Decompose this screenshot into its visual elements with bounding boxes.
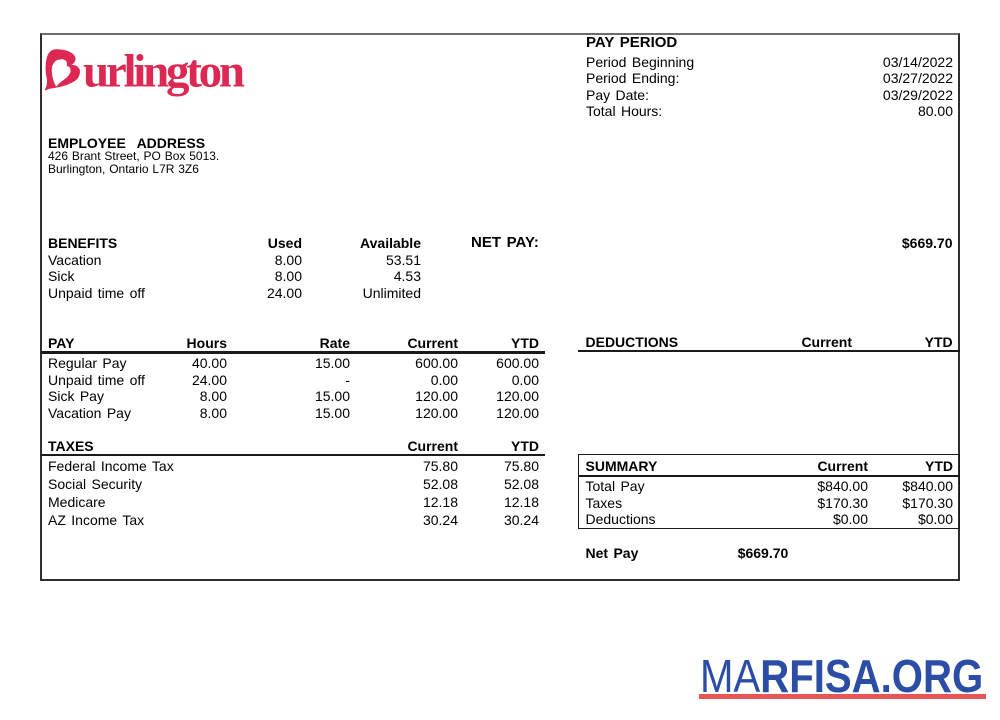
svg-text:urlington: urlington [83, 46, 245, 98]
